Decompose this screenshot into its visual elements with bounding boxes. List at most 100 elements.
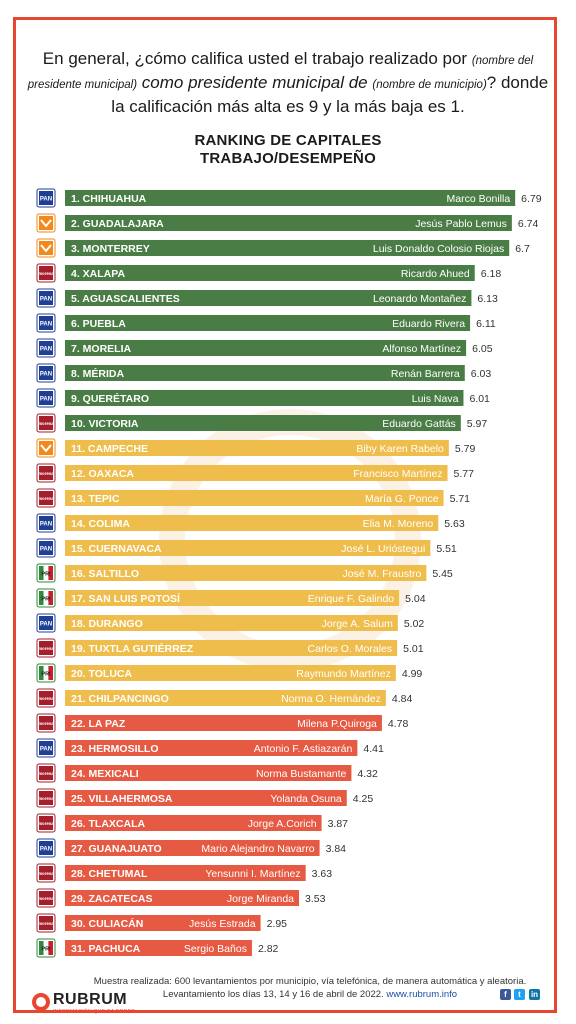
mayor-label: Yensunni I. Martínez	[205, 868, 300, 880]
morena-logo-text: morena	[38, 896, 54, 901]
city-label: 18. DURANGO	[71, 618, 143, 630]
city-label: 5. AGUASCALIENTES	[71, 293, 180, 305]
value-label: 5.63	[444, 518, 465, 530]
pri-logo-text: PRI	[41, 572, 51, 578]
pri-white-stripe	[43, 941, 49, 955]
city-label: 31. PACHUCA	[71, 943, 141, 955]
morena-logo-icon	[39, 891, 53, 905]
morena-logo-icon	[39, 866, 53, 880]
value-label: 5.71	[450, 493, 471, 505]
bar	[65, 615, 398, 631]
value-label: 5.04	[405, 593, 426, 605]
pan-logo-text: PAN	[40, 547, 52, 553]
pri-logo-text: PRI	[41, 947, 51, 953]
footer-dates-text: Levantamiento los días 13, 14 y 16 de ab…	[162, 989, 387, 1000]
value-label: 4.41	[363, 743, 384, 755]
city-label: 27. GUANAJUATO	[71, 843, 162, 855]
bar	[65, 540, 431, 556]
mayor-label: Luis Donaldo Colosio Riojas	[373, 243, 504, 255]
value-label: 4.78	[388, 718, 409, 730]
pri-red-stripe	[48, 591, 53, 605]
mayor-label: José L. Urióstegui	[341, 543, 425, 555]
bar	[65, 840, 320, 856]
mayor-label: Eduardo Gattás	[382, 418, 456, 430]
bar	[65, 465, 448, 481]
facebook-icon[interactable]: f	[500, 989, 511, 1000]
mayor-label: Norma Bustamante	[256, 768, 347, 780]
value-label: 6.11	[476, 318, 496, 330]
mayor-label: Mario Alejandro Navarro	[201, 843, 314, 855]
value-label: 3.84	[326, 843, 347, 855]
bar	[65, 740, 358, 756]
pan-logo-icon	[39, 366, 53, 380]
bar	[65, 865, 306, 881]
morena-logo-icon	[39, 466, 53, 480]
morena-logo-text: morena	[38, 496, 54, 501]
chart-title: RANKING DE CAPITALES	[194, 132, 382, 149]
value-label: 4.32	[357, 768, 378, 780]
linkedin-icon[interactable]: in	[529, 989, 540, 1000]
value-label: 6.01	[469, 393, 490, 405]
mayor-label: Milena P.Quiroga	[297, 718, 377, 730]
value-label: 5.77	[454, 468, 475, 480]
city-label: 15. CUERNAVACA	[71, 543, 162, 555]
pri-green-stripe	[39, 666, 44, 680]
pri-green-stripe	[39, 566, 44, 580]
pan-logo-icon	[39, 341, 53, 355]
bar	[65, 690, 386, 706]
city-label: 28. CHETUMAL	[71, 868, 148, 880]
question-placeholder-mayor: (nombre del presidente municipal)	[27, 55, 534, 91]
mayor-label: Francisco Martínez	[353, 468, 442, 480]
pri-green-stripe	[39, 591, 44, 605]
morena-logo-icon	[39, 491, 53, 505]
city-label: 16. SALTILLO	[71, 568, 139, 580]
morena-logo-text: morena	[38, 821, 54, 826]
morena-logo-icon	[39, 816, 53, 830]
mayor-label: Elia M. Moreno	[363, 518, 434, 530]
bar	[65, 940, 252, 956]
city-label: 29. ZACATECAS	[71, 893, 152, 905]
bar	[65, 715, 382, 731]
twitter-icon[interactable]: t	[514, 989, 525, 1000]
pan-logo-text: PAN	[40, 347, 52, 353]
pan-logo-text: PAN	[40, 372, 52, 378]
mayor-label: Jorge A.Corich	[248, 818, 317, 830]
bar	[65, 340, 467, 356]
pri-red-stripe	[48, 941, 53, 955]
pan-logo-icon	[39, 741, 53, 755]
pan-logo-icon	[39, 191, 53, 205]
bar	[65, 665, 396, 681]
city-label: 7. MORELIA	[71, 343, 132, 355]
city-label: 13. TEPIC	[71, 493, 120, 505]
city-label: 19. TUXTLA GUTIÉRREZ	[71, 642, 194, 655]
mayor-label: Jorge Miranda	[227, 893, 294, 905]
mayor-label: Raymundo Martínez	[296, 668, 391, 680]
morena-logo-text: morena	[38, 721, 54, 726]
city-label: 26. TLAXCALA	[71, 818, 146, 830]
footer-dates: Levantamiento los días 13, 14 y 16 de ab…	[60, 989, 560, 1000]
pri-white-stripe	[43, 566, 49, 580]
mayor-label: Sergio Baños	[184, 943, 247, 955]
pri-green-stripe	[39, 941, 44, 955]
bar	[65, 915, 261, 931]
pan-logo-text: PAN	[40, 622, 52, 628]
value-label: 3.63	[312, 868, 333, 880]
pri-white-stripe	[43, 666, 49, 680]
pan-logo-text: PAN	[40, 847, 52, 853]
city-label: 2. GUADALAJARA	[71, 218, 164, 230]
pan-logo-text: PAN	[40, 397, 52, 403]
city-label: 6. PUEBLA	[71, 318, 126, 330]
value-label: 2.95	[267, 918, 288, 930]
bar	[65, 640, 398, 656]
bar	[65, 815, 322, 831]
mc-logo-icon	[39, 441, 53, 455]
city-label: 9. QUERÉTARO	[71, 392, 149, 405]
website-link[interactable]: www.rubrum.info	[386, 989, 458, 1000]
bar	[65, 215, 512, 231]
bar	[65, 240, 510, 256]
mayor-label: Leonardo Montañez	[373, 293, 466, 305]
morena-logo-icon	[39, 766, 53, 780]
bar	[65, 390, 464, 406]
mayor-label: Marco Bonilla	[447, 193, 511, 205]
bar	[65, 565, 427, 581]
